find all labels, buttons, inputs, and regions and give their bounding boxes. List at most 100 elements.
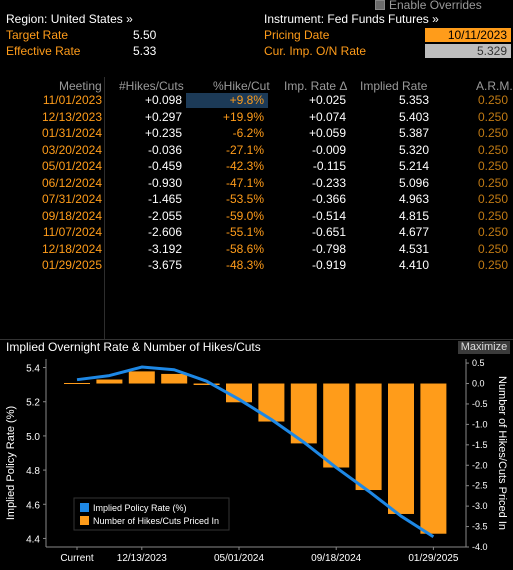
instrument-selector[interactable]: Instrument: Fed Funds Futures » [264,12,439,26]
cell-meeting: 06/12/2024 [41,175,102,190]
right-tick-label: -2.0 [472,460,488,470]
cell-pct: -27.1% [225,142,264,157]
cell-pct: -53.5% [225,192,264,206]
maximize-button[interactable]: Maximize [458,341,510,354]
cell-pct: -55.1% [225,225,264,239]
cell-meeting: 01/29/2025 [41,258,102,272]
cell-hikes: -0.459 [147,159,182,173]
cell-implied: 5.387 [398,126,429,140]
cell-hikes: -1.465 [147,192,182,206]
col-header-implied-rate[interactable]: Implied Rate [360,79,428,93]
enable-overrides-label: Enable Overrides [389,0,482,12]
legend-swatch-bar [80,516,89,525]
right-tick-label: -3.5 [472,522,488,532]
cell-pct: -48.3% [225,258,264,272]
legend-label-bar: Number of Hikes/Cuts Priced In [93,516,219,526]
cell-hikes: -0.930 [147,175,182,190]
cell-delta: -0.366 [311,192,346,206]
x-tick-label: 05/01/2024 [214,553,264,564]
right-tick-label: -4.0 [472,542,488,552]
x-tick-label: 01/29/2025 [408,553,458,564]
column-divider [104,77,105,339]
cell-delta: -0.514 [311,208,346,223]
cell-pct: -58.6% [225,241,264,256]
cell-delta: +0.025 [308,93,346,107]
cell-delta: -0.919 [311,258,346,272]
selected-cell [186,93,268,108]
implied-rate-line [76,365,435,539]
cell-pct: -47.1% [225,175,264,190]
cell-meeting: 07/31/2024 [41,192,102,206]
hikes-bar [420,383,447,534]
cell-meeting: 05/01/2024 [41,159,102,173]
cell-arm: 0.250 [477,225,508,239]
col-header-meeting[interactable]: Meeting [59,79,102,93]
col-header-pct[interactable]: %Hike/Cut [213,79,270,93]
left-tick-label: 5.4 [26,364,40,375]
cell-implied: 5.214 [398,159,429,173]
cell-meeting: 09/18/2024 [41,208,102,223]
cell-hikes: +0.235 [144,126,182,140]
cell-delta: -0.798 [311,241,346,256]
hikes-bar [193,383,220,385]
legend-swatch-line [80,503,89,512]
cell-hikes: -0.036 [147,142,182,157]
cell-arm: 0.250 [477,192,508,206]
pricing-date-label: Pricing Date [264,28,330,42]
right-tick-label: -0.5 [472,399,488,409]
col-header-arm[interactable]: A.R.M. [476,79,513,93]
target-rate-label: Target Rate [6,28,69,42]
enable-overrides-checkbox[interactable] [375,0,385,10]
cell-arm: 0.250 [477,109,508,124]
right-tick-label: 0.5 [472,358,485,368]
cell-pct: -42.3% [225,159,264,173]
cell-hikes: -2.055 [147,208,182,223]
col-header-hikes[interactable]: #Hikes/Cuts [119,79,184,93]
cell-arm: 0.250 [477,175,508,190]
cell-delta: +0.059 [308,126,346,140]
hikes-bar [128,371,155,384]
left-tick-label: 4.8 [26,466,40,477]
cell-hikes: +0.098 [144,93,182,107]
cell-implied: 5.353 [398,93,429,107]
right-axis-label: Number of Hikes/Cuts Priced In [496,376,508,530]
left-tick-label: 5.2 [26,398,40,409]
right-tick-label: -1.0 [472,419,488,429]
left-tick-label: 4.4 [26,534,40,545]
cell-meeting: 01/31/2024 [41,126,102,140]
cell-implied: 5.320 [398,142,429,157]
cell-meeting: 12/18/2024 [41,241,102,256]
cell-implied: 4.963 [398,192,429,206]
cell-hikes: -3.675 [147,258,182,272]
cell-meeting: 12/13/2023 [41,109,102,124]
cell-arm: 0.250 [477,93,508,107]
cur-imp-rate-field: 5.329 [425,44,511,58]
cell-implied: 5.403 [398,109,429,124]
hikes-bar [323,383,350,468]
cell-delta: -0.009 [311,142,346,157]
cell-implied: 4.815 [398,208,429,223]
x-tick-label: 12/13/2023 [117,553,167,564]
cell-meeting: 11/01/2023 [42,93,102,107]
cell-arm: 0.250 [477,258,508,272]
cell-meeting: 11/07/2024 [42,225,102,239]
hikes-bar [388,383,414,514]
cell-arm: 0.250 [477,159,508,173]
cell-pct: +9.8% [229,93,264,107]
col-header-imp-delta[interactable]: Imp. Rate Δ [284,79,348,93]
cell-pct: +19.9% [222,109,264,124]
cell-delta: +0.074 [308,109,346,124]
cell-implied: 5.096 [398,175,429,190]
right-tick-label: -1.5 [472,440,488,450]
cell-arm: 0.250 [477,208,508,223]
hikes-bar [258,383,285,422]
pricing-date-input[interactable]: 10/11/2023 [425,28,511,42]
region-selector[interactable]: Region: United States » [6,12,133,26]
cell-hikes: -2.606 [147,225,182,239]
cur-imp-rate-label: Cur. Imp. O/N Rate [264,44,367,58]
cell-arm: 0.250 [477,126,508,140]
hikes-bar [355,383,382,491]
x-tick-label: Current [60,553,94,564]
left-tick-label: 5.0 [26,432,40,443]
cell-implied: 4.531 [398,241,429,256]
